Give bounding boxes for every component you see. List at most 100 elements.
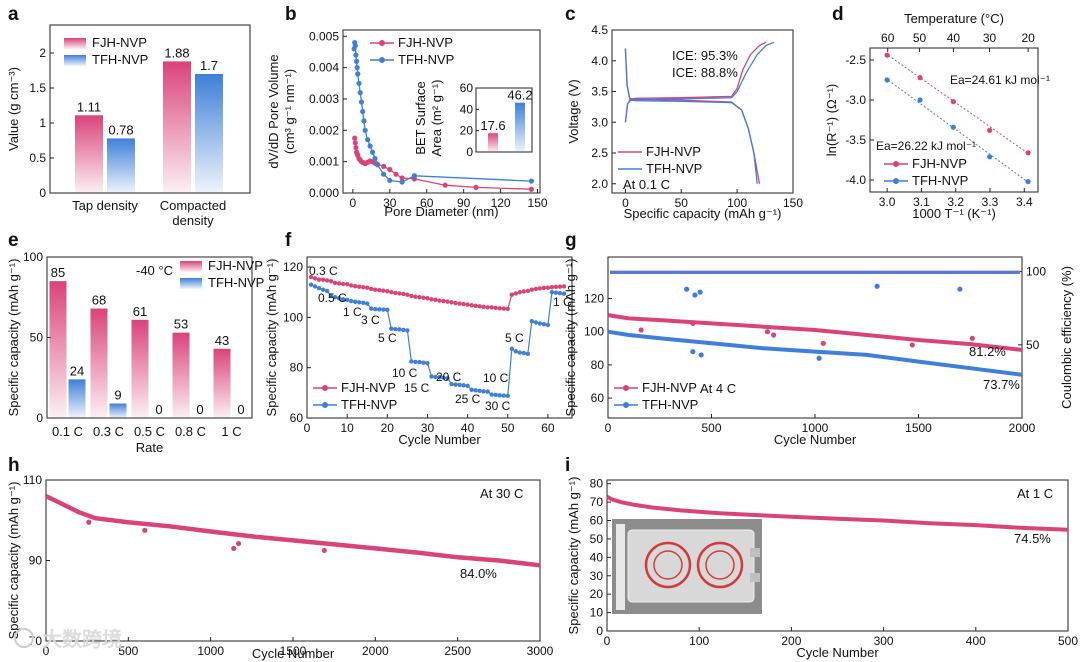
- data-point: [361, 284, 366, 290]
- x-tick-label: 500: [118, 644, 138, 658]
- y-tick-label: 80: [591, 358, 605, 372]
- rate-label: 1 C: [553, 295, 572, 309]
- rate-label: 5 C: [505, 331, 524, 345]
- inset-tick-label: 40: [460, 102, 474, 116]
- panel-a: 0 0.5 1 1.5 2 Value (g cm⁻³) 1.11 0.78 1.88 1.7 Ta…: [6, 24, 251, 228]
- data-point: [413, 294, 418, 299]
- data-point: [357, 90, 363, 96]
- data-point: [469, 387, 474, 393]
- data-point: [987, 127, 993, 133]
- y-axis-label: Voltage (V): [566, 79, 581, 143]
- data-point: [312, 276, 318, 281]
- data-point: [381, 163, 387, 169]
- x-axis-label: Specific capacity (mAh g⁻¹): [624, 206, 782, 221]
- data-point: [690, 349, 696, 355]
- x-tick-label: 150: [783, 196, 803, 210]
- data-point: [397, 291, 402, 296]
- inset-tick-label: 20: [460, 124, 474, 138]
- data-point: [308, 274, 314, 280]
- data-point: [437, 298, 442, 303]
- legend-swatch: [64, 38, 86, 49]
- y-tick-label: 1.5: [29, 81, 46, 95]
- bar: [75, 115, 103, 193]
- data-point: [425, 360, 430, 366]
- condition-annotation: At 1 C: [1017, 486, 1053, 501]
- data-point: [525, 288, 531, 294]
- data-point: [473, 388, 478, 393]
- data-point: [373, 287, 378, 292]
- condition-annotation: At 0.1 C: [623, 177, 670, 192]
- ce-point: [957, 286, 963, 292]
- data-point: [361, 300, 366, 305]
- data-point: [352, 299, 358, 304]
- condition-annotation: At 30 C: [480, 486, 523, 501]
- x-tick-label: 0: [43, 644, 50, 658]
- x-tick-label: 0: [304, 421, 311, 435]
- retention-label: 73.7%: [983, 377, 1020, 392]
- y-tick-label: 100: [283, 310, 303, 324]
- legend-label: FJH-NVP: [341, 380, 396, 395]
- panel-label: d: [832, 4, 844, 25]
- x-tick-label: 1500: [905, 421, 932, 435]
- data-point: [477, 304, 482, 309]
- data-point: [690, 320, 696, 326]
- y-tick-label: 0.001: [309, 155, 339, 169]
- data-point: [481, 304, 486, 310]
- data-point: [381, 288, 386, 293]
- bar: [107, 138, 135, 193]
- rate-label: 10 C: [483, 371, 509, 385]
- data-point: [501, 393, 506, 398]
- data-point: [461, 301, 466, 307]
- bar-value-label: 53: [174, 317, 188, 332]
- legend-label: TFH-NVP: [646, 161, 702, 176]
- data-point: [389, 290, 394, 295]
- rate-label: 10 C: [392, 366, 418, 380]
- data-point: [517, 290, 523, 295]
- x-axis-label: Pore Diameter (nm): [384, 204, 498, 219]
- plot-frame: [49, 24, 251, 194]
- legend-label: FJH-NVP: [646, 144, 701, 159]
- data-point: [457, 301, 462, 306]
- y-axis-label: Specific capacity (mAh g⁻¹): [6, 482, 21, 640]
- data-point: [320, 287, 326, 292]
- y-tick-label: 60: [590, 514, 604, 528]
- tab-terminal: [750, 548, 760, 557]
- data-point: [312, 284, 318, 289]
- data-point: [557, 284, 563, 289]
- x-tick-label: 30: [421, 421, 435, 435]
- data-point: [528, 186, 534, 192]
- data-point: [352, 283, 358, 289]
- data-point: [485, 305, 490, 310]
- x-tick-label: 1000: [197, 644, 224, 658]
- data-point: [421, 360, 426, 365]
- data-point: [344, 297, 350, 302]
- legend-label: TFH-NVP: [92, 52, 148, 67]
- y-tick-label: 40: [590, 550, 604, 564]
- data-point: [417, 295, 422, 300]
- data-point: [365, 301, 370, 306]
- x-tick-label: 0: [604, 634, 611, 648]
- seal-stamp: [653, 550, 683, 580]
- legend-label: TFH-NVP: [341, 397, 397, 412]
- y-tick-label: 0.004: [309, 61, 339, 75]
- data-point: [441, 298, 446, 304]
- bar: [68, 379, 86, 418]
- top-tick-label: 30: [983, 31, 997, 45]
- condition-annotation: At 4 C: [700, 381, 736, 396]
- data-point: [389, 326, 394, 331]
- bar-value-label: 0.78: [108, 122, 133, 137]
- data-point: [638, 327, 644, 333]
- y-tick-label: 80: [290, 361, 304, 375]
- y-tick-label: 100: [23, 250, 43, 264]
- data-point: [950, 99, 956, 105]
- data-point: [513, 291, 518, 296]
- capacity-trace: [607, 329, 1023, 377]
- x-tick-label: 3.0: [879, 195, 896, 209]
- y-tick-label: 20: [590, 587, 604, 601]
- data-point: [533, 320, 539, 325]
- data-point: [387, 166, 393, 173]
- data-point: [387, 177, 393, 184]
- rate-label: 3 C: [361, 313, 380, 327]
- data-point: [493, 305, 498, 311]
- data-point: [369, 149, 376, 155]
